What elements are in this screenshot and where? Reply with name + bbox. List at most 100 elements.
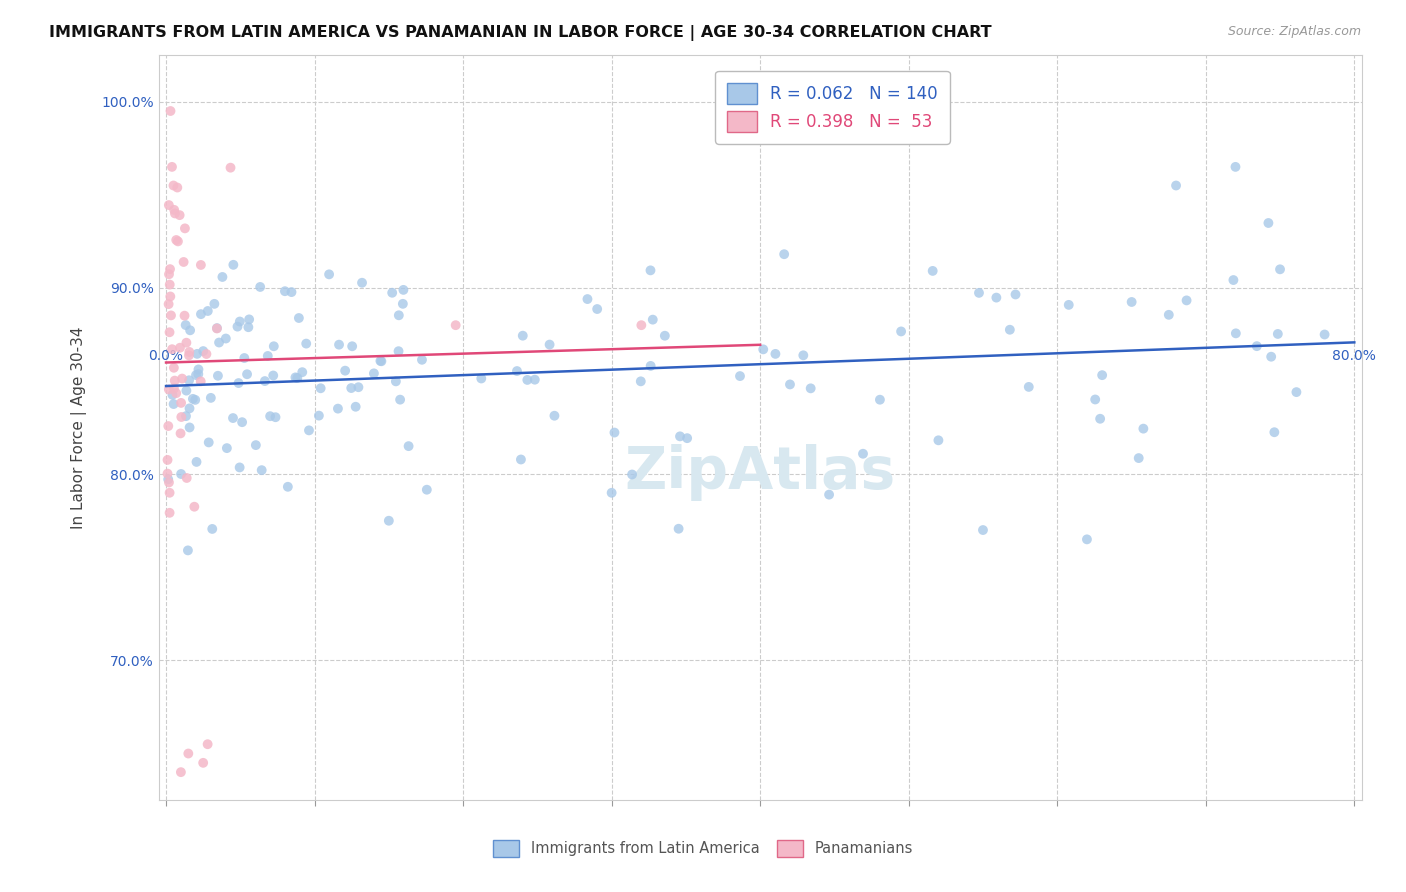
Point [163,206,186,220]
Point [170,467,193,481]
Point [1222,273,1244,287]
Point [229,314,252,328]
Point [170,410,193,425]
Point [228,460,250,475]
Point [159,277,181,292]
Point [972,523,994,537]
Point [1091,368,1114,383]
Point [890,325,912,339]
Point [1225,326,1247,341]
Point [184,392,207,407]
Point [385,375,408,389]
Point [170,396,193,410]
Point [226,319,249,334]
Point [641,312,664,326]
Point [852,447,875,461]
Point [921,264,943,278]
Point [370,354,392,368]
Text: Source: ZipAtlas.com: Source: ZipAtlas.com [1227,25,1361,38]
Point [186,455,208,469]
Point [162,178,184,193]
Point [259,409,281,424]
Y-axis label: In Labor Force | Age 30-34: In Labor Force | Age 30-34 [72,326,87,529]
Point [163,382,186,396]
Point [344,400,367,414]
Point [215,332,238,346]
Point [640,359,662,373]
Point [340,381,363,395]
Point [156,453,179,467]
Point [411,352,433,367]
Point [187,367,209,381]
Point [728,369,751,384]
Point [174,409,197,424]
Point [172,371,194,385]
Point [177,348,200,362]
Point [1257,216,1279,230]
Point [157,419,180,434]
Point [163,374,186,388]
Point [201,522,224,536]
Point [669,429,692,443]
Point [295,336,318,351]
Point [277,480,299,494]
Point [927,434,949,448]
Point [516,373,538,387]
Point [967,285,990,300]
Point [416,483,439,497]
Point [387,344,409,359]
Point [228,376,250,390]
Point [165,233,187,247]
Point [208,335,231,350]
Point [197,737,219,751]
Point [676,431,699,445]
Point [160,309,183,323]
Point [177,373,200,387]
Point [470,371,492,385]
Point [238,320,260,334]
Point [291,365,314,379]
Point [200,391,222,405]
Point [176,335,198,350]
Point [157,475,180,490]
Point [640,263,662,277]
Text: 80.0%: 80.0% [1333,350,1376,363]
Point [309,381,332,395]
Point [347,380,370,394]
Point [654,328,676,343]
Point [160,342,183,356]
Point [510,452,533,467]
Point [800,381,823,395]
Point [262,368,284,383]
Point [1313,327,1336,342]
Point [159,325,181,339]
Point [392,283,415,297]
Point [264,410,287,425]
Point [288,311,311,326]
Point [163,202,186,217]
Point [543,409,565,423]
Point [1157,308,1180,322]
Point [159,103,181,118]
Text: IMMIGRANTS FROM LATIN AMERICA VS PANAMANIAN IN LABOR FORCE | AGE 30-34 CORRELATI: IMMIGRANTS FROM LATIN AMERICA VS PANAMAN… [49,25,991,41]
Point [156,467,179,481]
Point [869,392,891,407]
Point [1285,385,1308,400]
Point [159,262,181,277]
Point [326,401,349,416]
Text: ZipAtlas: ZipAtlas [624,444,896,500]
Point [1175,293,1198,308]
Point [231,415,253,429]
Point [211,270,233,285]
Point [179,323,201,337]
Point [157,198,180,212]
Point [1121,295,1143,310]
Point [1128,451,1150,466]
Point [197,435,219,450]
Point [169,341,191,355]
Point [318,268,340,282]
Point [222,258,245,272]
Point [285,371,308,385]
Point [176,384,198,398]
Point [512,328,534,343]
